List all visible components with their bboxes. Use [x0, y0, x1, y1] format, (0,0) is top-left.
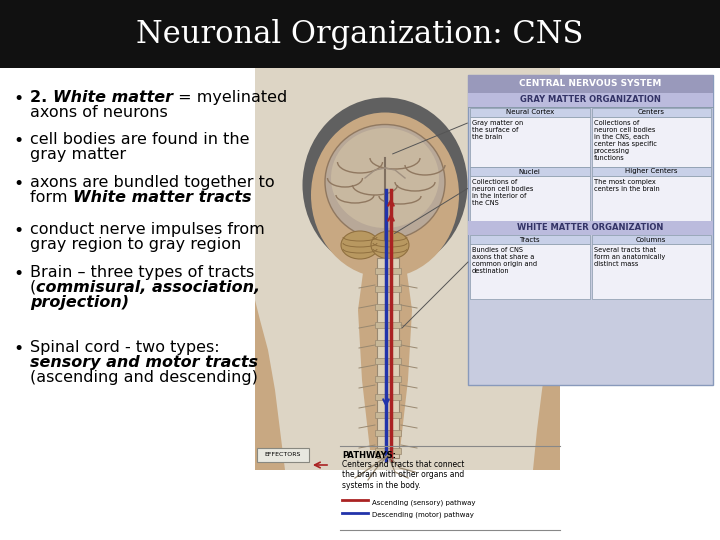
Ellipse shape [302, 98, 467, 273]
Text: EFFECTORS: EFFECTORS [265, 453, 301, 457]
Text: Brain – three types of tracts: Brain – three types of tracts [30, 265, 254, 280]
Text: The most complex
centers in the brain: The most complex centers in the brain [593, 179, 660, 192]
Text: Descending (motor) pathway: Descending (motor) pathway [372, 512, 474, 518]
Bar [257, 448, 309, 462]
Polygon shape [358, 258, 412, 450]
Bar [375, 268, 401, 274]
Text: projection): projection) [30, 295, 129, 310]
Bar [0, 68, 720, 540]
Text: WHITE MATTER ORGANIZATION: WHITE MATTER ORGANIZATION [517, 224, 664, 233]
Text: CENTRAL NERVOUS SYSTEM: CENTRAL NERVOUS SYSTEM [519, 79, 662, 89]
Text: Higher Centers: Higher Centers [625, 168, 678, 174]
Text: Tracts: Tracts [519, 237, 540, 242]
Bar [375, 430, 401, 436]
Text: Collections of
neuron cell bodies
in the interior of
the CNS: Collections of neuron cell bodies in the… [472, 179, 534, 206]
Text: Spinal cord - two types:: Spinal cord - two types: [30, 340, 220, 355]
Bar [375, 304, 401, 310]
Text: Ascending (sensory) pathway: Ascending (sensory) pathway [372, 499, 475, 505]
Text: Collections of
neuron cell bodies
in the CNS, each
center has specific
processin: Collections of neuron cell bodies in the… [593, 120, 657, 161]
Text: commisural, association,: commisural, association, [36, 280, 261, 295]
Bar [470, 108, 590, 117]
Bar [592, 167, 711, 176]
Text: Bundles of CNS
axons that share a
common origin and
destination: Bundles of CNS axons that share a common… [472, 247, 537, 274]
Text: axons are bundled together to: axons are bundled together to [30, 175, 274, 190]
Text: •: • [13, 132, 23, 150]
Text: •: • [13, 222, 23, 240]
Text: sensory and motor tracts: sensory and motor tracts [30, 355, 258, 370]
Bar [592, 176, 711, 221]
Text: •: • [13, 90, 23, 108]
Bar [470, 244, 590, 299]
Bar [377, 258, 399, 458]
Bar [375, 394, 401, 400]
Text: conduct nerve impulses from: conduct nerve impulses from [30, 222, 265, 237]
Bar [468, 75, 713, 385]
Text: Nuclei: Nuclei [519, 168, 541, 174]
Text: PATHWAYS:: PATHWAYS: [342, 451, 396, 460]
Text: Neuronal Organization: CNS: Neuronal Organization: CNS [136, 18, 584, 50]
Text: (: ( [30, 280, 36, 295]
Bar [468, 221, 713, 235]
Text: Columns: Columns [636, 237, 667, 242]
Text: = myelinated: = myelinated [173, 90, 287, 105]
Bar [468, 75, 713, 93]
Text: •: • [13, 340, 23, 358]
Bar [375, 286, 401, 292]
Bar [470, 117, 590, 167]
Bar [255, 68, 560, 470]
Bar [375, 376, 401, 382]
Bar [470, 167, 590, 176]
Polygon shape [255, 300, 285, 470]
Text: White matter tracts: White matter tracts [73, 190, 251, 205]
Ellipse shape [311, 112, 459, 278]
Bar [592, 235, 711, 244]
Bar [592, 244, 711, 299]
Polygon shape [533, 300, 560, 470]
Bar [0, 0, 720, 68]
Bar [375, 412, 401, 418]
Bar [375, 340, 401, 346]
Bar [592, 108, 711, 117]
Text: GRAY MATTER ORGANIZATION: GRAY MATTER ORGANIZATION [520, 96, 661, 105]
Text: Several tracts that
form an anatomically
distinct mass: Several tracts that form an anatomically… [593, 247, 665, 267]
Ellipse shape [371, 231, 409, 259]
Text: cell bodies are found in the: cell bodies are found in the [30, 132, 250, 147]
Text: gray region to gray region: gray region to gray region [30, 237, 241, 252]
Bar [375, 322, 401, 328]
Text: White matter: White matter [53, 90, 173, 105]
Bar [470, 235, 590, 244]
Text: form: form [30, 190, 73, 205]
Bar [592, 117, 711, 167]
Text: 2.: 2. [30, 90, 53, 105]
Text: •: • [13, 175, 23, 193]
Text: gray matter: gray matter [30, 147, 126, 162]
Text: axons of neurons: axons of neurons [30, 105, 168, 120]
Bar [375, 358, 401, 364]
Ellipse shape [341, 231, 379, 259]
Text: •: • [13, 265, 23, 283]
Bar [468, 93, 713, 107]
Text: Centers and tracts that connect
the brain with other organs and
systems in the b: Centers and tracts that connect the brai… [342, 460, 464, 490]
Text: (ascending and descending): (ascending and descending) [30, 370, 258, 385]
Ellipse shape [325, 125, 445, 240]
Text: Centers: Centers [638, 110, 665, 116]
Bar [470, 176, 590, 221]
Bar [375, 448, 401, 454]
Text: Gray matter on
the surface of
the brain: Gray matter on the surface of the brain [472, 120, 523, 140]
Ellipse shape [331, 128, 439, 228]
Text: Neural Cortex: Neural Cortex [505, 110, 554, 116]
